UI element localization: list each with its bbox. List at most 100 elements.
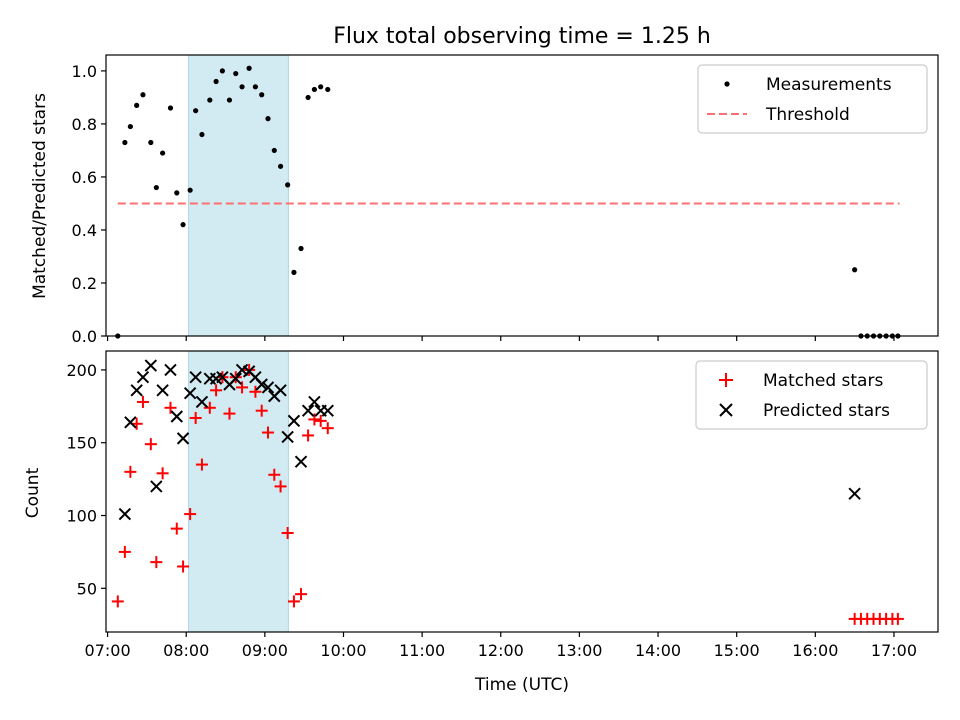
bottom-legend: Matched stars Predicted stars	[695, 360, 928, 430]
matched-star-point	[268, 468, 281, 481]
x-tick-label: 10:00	[320, 641, 366, 660]
matched-star-point	[274, 480, 287, 493]
measurement-point	[252, 84, 259, 90]
predicted-star-point	[150, 480, 163, 493]
measurement-point	[127, 123, 133, 130]
x-tick-label: 14:00	[635, 641, 681, 660]
matched-star-point	[156, 467, 169, 480]
legend-marker-measurements	[724, 81, 730, 87]
chart-title: Flux total observing time = 1.25 h	[333, 24, 711, 49]
legend-label-predicted-stars: Predicted stars	[763, 401, 890, 421]
top-legend: Measurements Threshold	[697, 64, 928, 134]
legend-label-matched-stars: Matched stars	[763, 371, 883, 391]
x-tick-label: 16:00	[792, 641, 838, 660]
measurement-point	[213, 78, 219, 85]
legend-label-measurements: Measurements	[766, 75, 892, 95]
matched-star-point	[203, 401, 216, 414]
predicted-star-point	[136, 371, 150, 384]
predicted-star-point	[170, 410, 183, 423]
predicted-star-point	[164, 363, 177, 377]
matched-star-point	[210, 384, 223, 397]
predicted-star-point	[229, 372, 242, 385]
measurement-point	[291, 269, 297, 275]
matched-star-point	[321, 422, 334, 435]
x-tick-label: 12:00	[478, 641, 524, 660]
measurement-point	[148, 139, 154, 146]
predicted-star-point	[183, 387, 197, 400]
top-legend-box	[697, 64, 928, 134]
predicted-star-point	[287, 414, 301, 428]
measurement-point	[318, 84, 324, 90]
y-tick-label: 0.6	[72, 168, 97, 187]
matched-star-point	[295, 588, 308, 601]
measurement-point	[160, 150, 166, 156]
matched-star-point	[249, 385, 262, 398]
matched-star-point	[177, 560, 190, 573]
predicted-star-point	[118, 507, 132, 521]
predicted-star-point	[281, 430, 294, 444]
measurement-point	[239, 84, 245, 90]
y-tick-label: 0.2	[72, 274, 97, 293]
predicted-star-point	[156, 384, 169, 397]
matched-star-point	[164, 401, 177, 414]
top-y-axis-label: Matched/Predicted stars	[30, 93, 50, 299]
measurement-point	[167, 105, 174, 111]
measurement-point	[265, 116, 271, 122]
matched-star-point	[308, 413, 321, 426]
predicted-star-point	[274, 384, 287, 397]
predicted-star-point	[189, 371, 202, 384]
measurement-point	[226, 97, 233, 103]
predicted-star-point	[130, 384, 143, 397]
measurement-point	[852, 267, 858, 273]
measurement-point	[271, 147, 277, 154]
measurement-point	[246, 65, 252, 71]
measurement-point	[122, 139, 128, 146]
measurement-point	[207, 97, 213, 103]
measurement-point	[298, 245, 304, 252]
measurement-point	[193, 108, 199, 114]
x-tick-label: 09:00	[242, 641, 288, 660]
predicted-star-point	[308, 395, 321, 409]
measurement-point	[305, 94, 311, 101]
bottom-y-axis-label: Count	[23, 467, 43, 518]
matched-star-point	[236, 381, 249, 394]
measurement-point	[325, 86, 331, 93]
matched-star-point	[223, 407, 236, 420]
matched-star-point	[314, 414, 327, 427]
x-tick-label: 11:00	[399, 641, 445, 660]
y-tick-label: 0.4	[72, 221, 97, 240]
matched-star-point	[111, 595, 124, 608]
matched-star-point	[144, 438, 157, 451]
observing-window-band	[188, 350, 289, 633]
y-tick-label: 1.0	[72, 62, 97, 81]
matched-star-point	[302, 429, 315, 442]
measurement-point	[285, 182, 291, 188]
y-tick-label: 150	[66, 434, 97, 453]
x-tick-label: 07:00	[85, 641, 131, 660]
matched-star-point	[124, 465, 137, 478]
x-axis-label: Time (UTC)	[474, 675, 569, 695]
y-tick-label: 200	[66, 361, 97, 380]
matched-star-point	[255, 404, 268, 417]
predicted-star-point	[261, 381, 275, 394]
y-tick-label: 100	[66, 507, 97, 526]
measurement-point	[153, 184, 159, 191]
predicted-star-point	[301, 404, 315, 417]
bottom-legend-box	[695, 360, 928, 430]
measurement-point	[219, 68, 225, 74]
count-panel: Count Time (UTC) 50 100 150 200 07:00 08:00 09…	[23, 350, 939, 695]
predicted-star-point	[195, 395, 209, 409]
matched-star-point	[170, 522, 183, 535]
matched-star-point	[243, 363, 256, 376]
x-tick-label: 08:00	[163, 641, 209, 660]
matched-star-point	[184, 508, 197, 521]
matched-star-point	[229, 371, 242, 384]
matched-star-point	[136, 395, 149, 408]
matched-star-point	[118, 545, 131, 558]
matched-star-point	[281, 526, 294, 539]
matched-star-point	[150, 556, 163, 569]
measurement-point	[180, 222, 186, 228]
measurement-point	[233, 70, 239, 77]
top-plot-frame	[105, 54, 939, 337]
